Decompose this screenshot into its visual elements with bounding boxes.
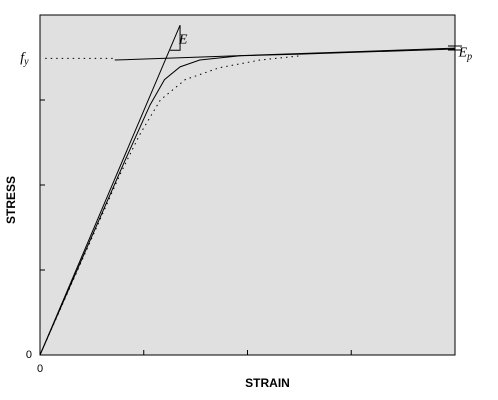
curve: [39, 48, 456, 356]
x-tick-label: 0: [37, 363, 43, 375]
annotation-text: f: [20, 51, 26, 66]
annotation-sub: p: [466, 52, 472, 63]
annotation: E: [178, 33, 188, 48]
annotation: Ep: [458, 45, 473, 62]
annotation-text: E: [178, 33, 188, 48]
slope-triangle: [170, 25, 181, 51]
y-tick-label: 0: [26, 349, 32, 361]
annotation: fy: [20, 51, 29, 68]
y-axis-label: STRESS: [4, 176, 18, 224]
annotation-text: E: [458, 45, 468, 60]
curve: [39, 25, 181, 356]
annotation-sub: y: [23, 57, 29, 68]
slope-markers: [170, 25, 462, 51]
curve: [39, 55, 301, 356]
plot-area: [39, 14, 456, 356]
x-axis-label: STRAIN: [245, 376, 290, 390]
